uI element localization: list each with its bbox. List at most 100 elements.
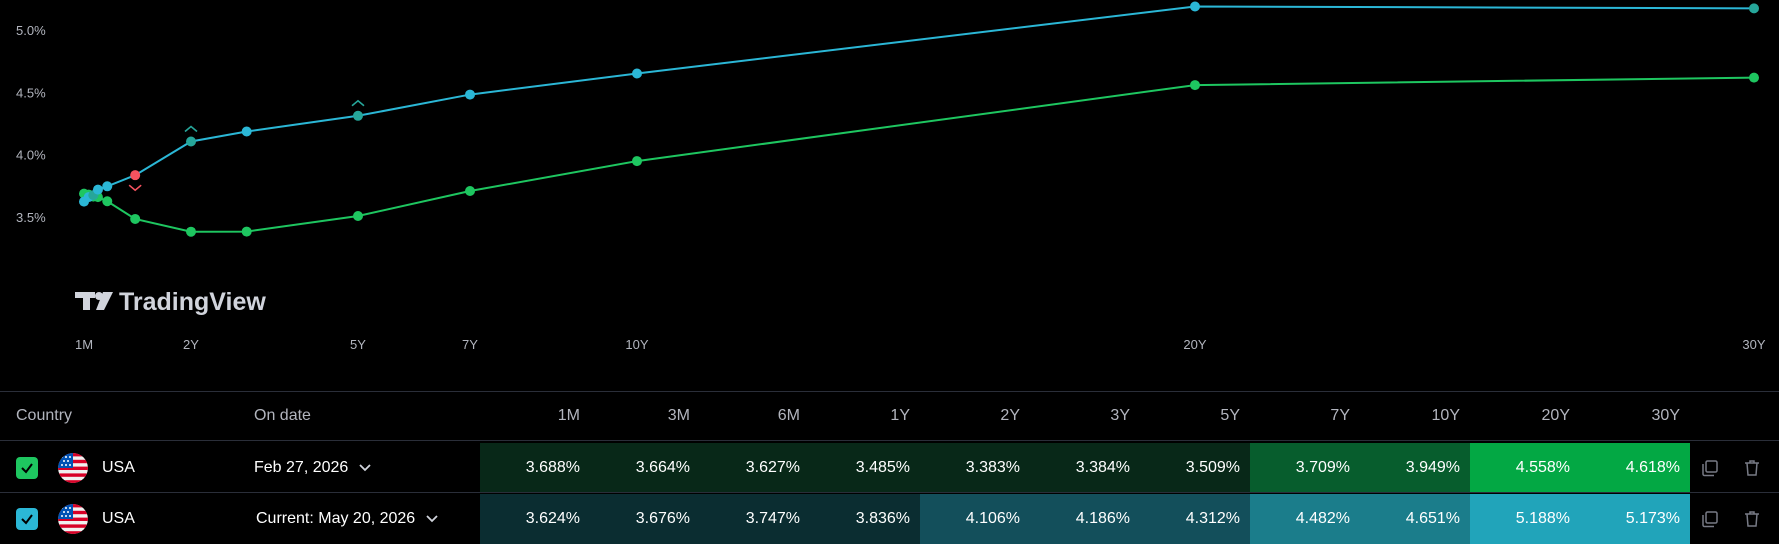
yield-cell: 4.558% (1470, 443, 1580, 493)
series-previous (79, 72, 1759, 237)
header-tenor[interactable]: 5Y (1220, 407, 1240, 424)
date-label: Feb 27, 2026 (254, 459, 349, 476)
header-tenor[interactable]: 6M (777, 407, 800, 424)
change-arrow-down-icon (128, 184, 142, 192)
chart-table-divider (0, 391, 1779, 392)
data-point[interactable] (1190, 80, 1200, 91)
data-point[interactable] (92, 184, 103, 195)
x-tick-label: 5Y (350, 337, 366, 352)
header-tenor[interactable]: 1Y (890, 407, 910, 424)
yield-cell: 4.482% (1250, 494, 1360, 544)
yield-cell: 3.485% (810, 443, 920, 493)
header-tenor[interactable]: 30Y (1651, 407, 1680, 424)
us-flag-icon (58, 453, 88, 483)
yield-cell: 3.676% (590, 494, 700, 544)
data-point[interactable] (1190, 1, 1200, 12)
header-divider (0, 440, 1779, 441)
yield-cell: 3.627% (700, 443, 810, 493)
tradingview-logo-text: TradingView (119, 288, 266, 316)
yield-cell: 4.312% (1140, 494, 1250, 544)
header-tenor[interactable]: 3Y (1110, 407, 1130, 424)
change-arrow-up-icon (184, 125, 198, 133)
x-tick-label: 30Y (1742, 337, 1765, 352)
series-line (83, 76, 1755, 233)
row-divider (0, 492, 1779, 493)
tradingview-logo: TradingView (75, 288, 266, 316)
series-layer (79, 1, 1759, 237)
yield-cell: 3.664% (590, 443, 700, 493)
data-point[interactable] (465, 89, 475, 100)
data-point[interactable] (241, 126, 252, 137)
yield-cell: 3.624% (480, 494, 590, 544)
yield-cell: 4.186% (1030, 494, 1140, 544)
yield-cell: 3.747% (700, 494, 810, 544)
data-point[interactable] (1749, 72, 1759, 83)
data-point[interactable] (186, 136, 196, 147)
x-axis: 1M 2Y 5Y 7Y 10Y 20Y 30Y (75, 337, 1766, 352)
row-checkbox[interactable] (16, 508, 38, 530)
data-point[interactable] (353, 110, 363, 121)
data-point[interactable] (632, 156, 642, 167)
header-tenor[interactable]: 3M (667, 407, 690, 424)
table-row: USA Feb 27, 2026 3.688% 3.664% 3.627% 3.485% 3… (0, 443, 1779, 493)
header-country: Country (16, 407, 73, 424)
series-current (79, 1, 1759, 207)
x-tick-label: 1M (75, 337, 93, 352)
country-name: USA (102, 459, 135, 476)
yield-cell: 4.106% (920, 494, 1030, 544)
chevron-down-icon (358, 443, 372, 493)
header-date: On date (254, 407, 311, 424)
data-point[interactable] (102, 181, 113, 192)
yield-cell: 5.173% (1580, 494, 1690, 544)
header-tenor[interactable]: 20Y (1541, 407, 1570, 424)
yield-cell: 3.384% (1030, 443, 1140, 493)
x-tick-label: 7Y (462, 337, 478, 352)
date-selector[interactable]: Feb 27, 2026 (254, 443, 372, 493)
x-tick-label: 2Y (183, 337, 199, 352)
yield-cell: 3.383% (920, 443, 1030, 493)
chevron-down-icon (425, 494, 439, 544)
yield-cell: 5.188% (1470, 494, 1580, 544)
date-label: Current: May 20, 2026 (256, 510, 416, 527)
data-point[interactable] (353, 210, 363, 221)
country-name: USA (102, 510, 135, 527)
header-tenor[interactable]: 7Y (1330, 407, 1350, 424)
yield-cell: 3.709% (1250, 443, 1360, 493)
y-tick-label: 4.0% (16, 148, 46, 163)
tradingview-logo-mark (75, 292, 113, 310)
yield-cell: 4.651% (1360, 494, 1470, 544)
date-selector[interactable]: Current: May 20, 2026 (256, 494, 439, 544)
data-point[interactable] (130, 170, 141, 181)
copy-icon[interactable] (1700, 509, 1720, 529)
data-point[interactable] (130, 213, 141, 224)
series-line (83, 5, 1755, 203)
yield-cell: 4.618% (1580, 443, 1690, 493)
y-axis: 3.5% 4.0% 4.5% 5.0% (16, 23, 46, 225)
yield-cell: 3.509% (1140, 443, 1250, 493)
us-flag-icon (58, 504, 88, 534)
data-point[interactable] (465, 186, 475, 197)
header-tenor[interactable]: 10Y (1431, 407, 1460, 424)
trash-icon[interactable] (1742, 458, 1762, 478)
yield-cell: 3.949% (1360, 443, 1470, 493)
data-point[interactable] (186, 226, 196, 237)
copy-icon[interactable] (1700, 458, 1720, 478)
table-header: Country On date 1M 3M 6M 1Y 2Y 3Y 5Y 7Y 10Y 20Y 30… (0, 393, 1779, 439)
row-checkbox[interactable] (16, 457, 38, 479)
header-tenor[interactable]: 2Y (1000, 407, 1020, 424)
data-point[interactable] (102, 196, 113, 207)
y-tick-label: 5.0% (16, 23, 46, 38)
change-arrow-up-icon (351, 99, 365, 107)
header-tenor[interactable]: 1M (557, 407, 580, 424)
yield-cell: 3.836% (810, 494, 920, 544)
yield-curve-chart: 3.5% 4.0% 4.5% 5.0% 1M 2Y 5Y 7Y 10Y 20Y 30Y Tradi… (16, 1, 1766, 352)
data-point[interactable] (1749, 3, 1759, 14)
y-tick-label: 3.5% (16, 210, 46, 225)
data-point[interactable] (632, 68, 642, 79)
y-tick-label: 4.5% (16, 85, 46, 100)
yield-cell: 3.688% (480, 443, 590, 493)
data-point[interactable] (241, 226, 252, 237)
x-tick-label: 20Y (1183, 337, 1206, 352)
trash-icon[interactable] (1742, 509, 1762, 529)
x-tick-label: 10Y (625, 337, 648, 352)
